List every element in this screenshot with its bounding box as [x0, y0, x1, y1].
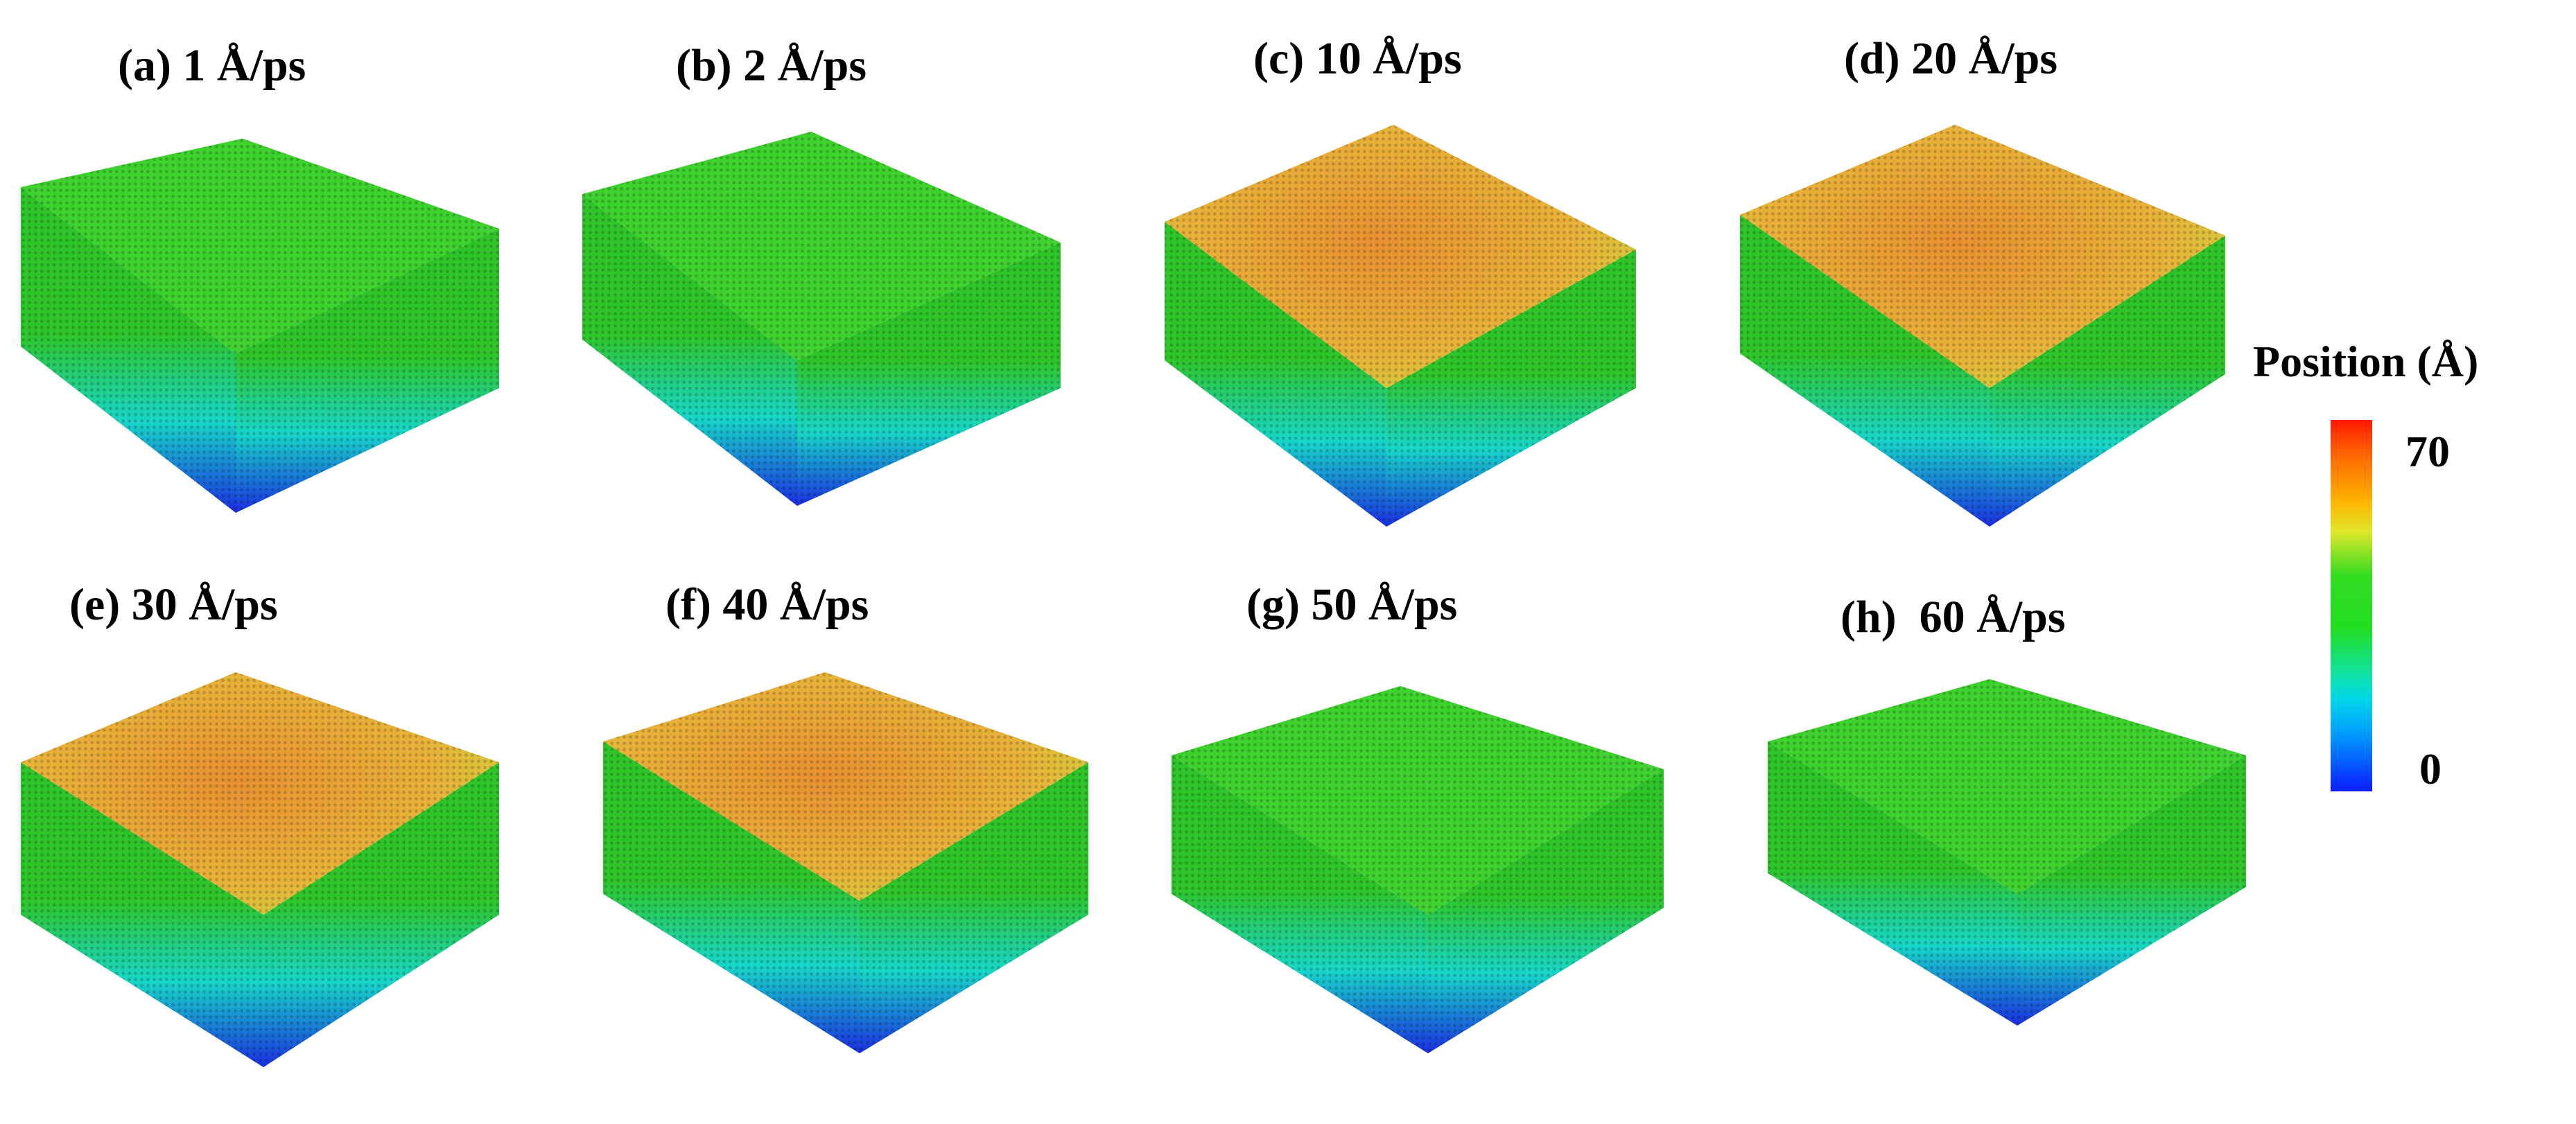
atom-texture — [1740, 215, 1990, 527]
atom-slab-f — [603, 672, 1088, 1053]
atom-texture — [603, 741, 860, 1053]
atom-texture — [263, 762, 499, 1067]
atom-texture — [860, 762, 1088, 1053]
atom-texture — [1165, 125, 1636, 388]
atom-slab-g — [1172, 686, 1664, 1053]
atom-texture — [1768, 741, 2017, 1026]
panel-label-c: (c) 10 Å/ps — [1253, 33, 1462, 84]
colorbar — [2331, 420, 2372, 791]
panel-label-e: (e) 30 Å/ps — [69, 579, 278, 630]
atom-texture — [1165, 222, 1386, 527]
atom-slab-c — [1165, 125, 1636, 527]
atom-texture — [1386, 249, 1636, 527]
atom-texture — [1428, 769, 1664, 1053]
panel-label-a: (a) 1 Å/ps — [118, 40, 306, 91]
atom-texture — [2017, 755, 2246, 1026]
atom-texture — [797, 243, 1061, 506]
panel-label-g: (g) 50 Å/ps — [1246, 579, 1458, 630]
atom-texture — [21, 187, 236, 513]
atom-texture — [1172, 686, 1664, 915]
atom-texture — [236, 229, 499, 513]
panel-label-d: (d) 20 Å/ps — [1844, 33, 2058, 84]
atom-texture — [21, 139, 499, 353]
atom-texture — [603, 672, 1088, 901]
atom-texture — [1990, 236, 2225, 527]
colorbar-min-label: 0 — [2419, 744, 2442, 793]
atom-texture — [21, 762, 263, 1067]
atom-texture — [582, 194, 797, 506]
atom-slab-e — [21, 672, 499, 1067]
colorbar-title: Position (Å) — [2253, 337, 2479, 386]
panel-label-f: (f) 40 Å/ps — [665, 579, 869, 630]
atom-slab-h — [1768, 679, 2246, 1026]
atom-texture — [1172, 755, 1428, 1053]
atom-slab-b — [582, 132, 1061, 506]
atom-texture — [582, 132, 1061, 360]
atom-texture — [21, 672, 499, 915]
atom-texture — [1740, 125, 2225, 388]
atom-slab-a — [21, 139, 499, 513]
colorbar-max-label: 70 — [2405, 427, 2450, 476]
panel-label-b: (b) 2 Å/ps — [676, 40, 867, 91]
atom-slab-d — [1740, 125, 2225, 527]
panel-label-h: (h) 60 Å/ps — [1840, 592, 2066, 642]
atom-texture — [1768, 679, 2246, 894]
